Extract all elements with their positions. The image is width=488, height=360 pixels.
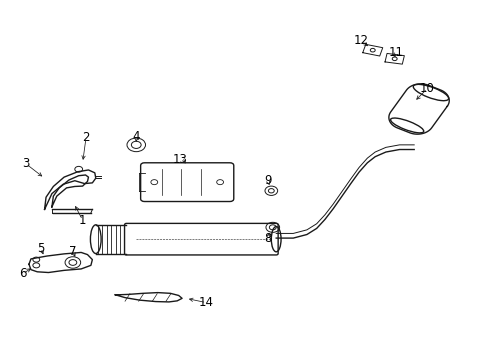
Text: 10: 10 [419,82,434,95]
Text: 7: 7 [69,244,77,257]
Text: 14: 14 [199,296,214,309]
Text: 4: 4 [132,130,140,144]
Text: 11: 11 [388,46,403,59]
Text: 1: 1 [79,214,86,227]
Text: 6: 6 [19,267,26,280]
Text: 8: 8 [264,231,271,244]
Text: 13: 13 [172,153,187,166]
Text: 12: 12 [353,34,368,48]
Text: 2: 2 [82,131,90,144]
Text: 9: 9 [264,174,271,187]
Text: 5: 5 [37,242,44,255]
Text: 3: 3 [22,157,30,170]
